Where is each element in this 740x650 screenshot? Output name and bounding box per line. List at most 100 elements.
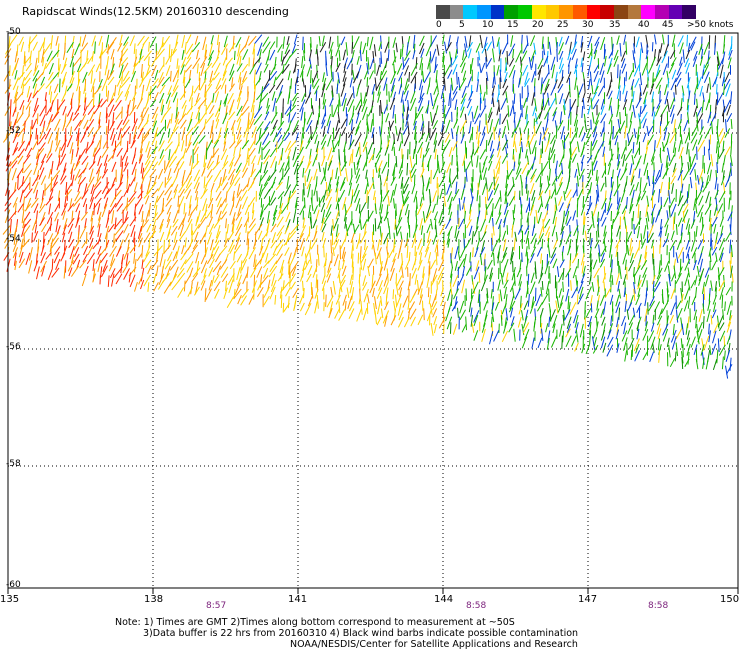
wind-barb — [335, 181, 339, 193]
wind-barb — [76, 78, 81, 92]
wind-barb — [84, 265, 89, 276]
wind-barb — [471, 176, 474, 191]
wind-barb — [419, 85, 424, 99]
wind-barb — [670, 302, 676, 316]
wind-barb — [432, 301, 438, 311]
wind-barb — [39, 126, 45, 139]
wind-barb — [521, 209, 523, 220]
wind-barb — [67, 217, 75, 228]
wind-barb — [540, 287, 543, 297]
wind-barb — [186, 261, 194, 273]
wind-barb — [686, 76, 691, 89]
wind-barb — [433, 140, 437, 153]
wind-barb — [551, 225, 556, 237]
wind-barb — [530, 49, 536, 62]
wind-barb — [695, 112, 699, 123]
wind-barb — [168, 149, 171, 161]
wind-barb — [535, 121, 542, 134]
wind-barb — [248, 294, 255, 305]
wind-barb — [150, 99, 157, 108]
wind-barb — [611, 218, 614, 230]
wind-barb — [571, 335, 577, 347]
wind-barb — [75, 154, 81, 167]
wind-barb — [420, 121, 424, 132]
wind-barb — [110, 254, 115, 267]
wind-barb — [465, 265, 472, 276]
wind-barb — [570, 146, 578, 158]
wind-barb — [378, 168, 381, 178]
wind-barb — [200, 280, 206, 291]
wind-barb — [309, 58, 312, 69]
wind-barb — [609, 244, 612, 258]
wind-barb — [215, 112, 220, 122]
wind-barb — [213, 274, 220, 284]
wind-barb — [685, 49, 691, 60]
wind-barb — [463, 253, 467, 268]
wind-barb — [544, 218, 551, 229]
wind-barb — [48, 85, 52, 95]
wind-barb — [544, 183, 551, 194]
wind-barb — [592, 344, 599, 354]
wind-barb — [366, 177, 369, 187]
wind-barb — [515, 50, 522, 63]
wind-barb — [328, 41, 334, 54]
wind-barb — [191, 41, 201, 53]
wind-barb — [277, 231, 283, 241]
wind-barb — [272, 209, 278, 220]
wind-barb — [414, 141, 418, 154]
wind-barb — [638, 210, 641, 225]
wind-barb — [76, 127, 80, 142]
wind-barb — [676, 300, 682, 310]
wind-barb — [303, 50, 306, 62]
wind-barb — [342, 71, 347, 82]
wind-barb — [634, 217, 642, 230]
wind-barb — [652, 181, 655, 196]
wind-barb — [259, 161, 263, 173]
wind-barb — [159, 218, 164, 230]
wind-barb — [356, 154, 362, 165]
wind-barb — [269, 147, 277, 158]
wind-barb — [616, 161, 621, 171]
wind-barb — [475, 260, 480, 271]
wind-barb — [216, 197, 222, 208]
wind-barb — [651, 274, 656, 285]
wind-barb — [731, 273, 734, 283]
wind-barb — [490, 316, 493, 328]
wind-barb — [323, 246, 325, 258]
wind-barb — [643, 153, 647, 165]
wind-barb — [639, 48, 642, 61]
wind-barb — [662, 141, 665, 152]
wind-barb — [502, 246, 508, 258]
wind-barb — [438, 316, 446, 329]
wind-barb — [589, 330, 592, 345]
wind-barb — [561, 335, 563, 350]
wind-barb — [675, 252, 679, 263]
wind-barb — [185, 189, 192, 200]
wind-barb — [189, 155, 192, 166]
wind-barb — [456, 42, 458, 54]
wind-barb — [94, 189, 102, 199]
wind-barb — [480, 62, 486, 73]
wind-barb — [69, 198, 73, 209]
wind-barb — [689, 162, 697, 176]
wind-barb — [98, 48, 107, 58]
wind-barb — [346, 57, 354, 70]
wind-barb — [223, 237, 229, 247]
wind-barb — [399, 287, 403, 297]
wind-barb — [214, 253, 221, 263]
wind-barb — [321, 140, 327, 150]
wind-barb — [565, 189, 572, 199]
wind-barb — [398, 71, 404, 82]
wind-barb — [74, 191, 81, 202]
wind-barb — [462, 70, 467, 81]
wind-barb — [105, 125, 108, 135]
wind-barb — [729, 260, 732, 274]
wind-barb — [701, 281, 705, 294]
wind-barb — [193, 286, 200, 296]
wind-barb — [321, 223, 327, 233]
wind-barb — [630, 168, 635, 183]
wind-barb — [167, 128, 171, 138]
wind-barb — [265, 56, 269, 66]
wind-barb — [13, 224, 18, 238]
wind-barb — [527, 294, 530, 307]
